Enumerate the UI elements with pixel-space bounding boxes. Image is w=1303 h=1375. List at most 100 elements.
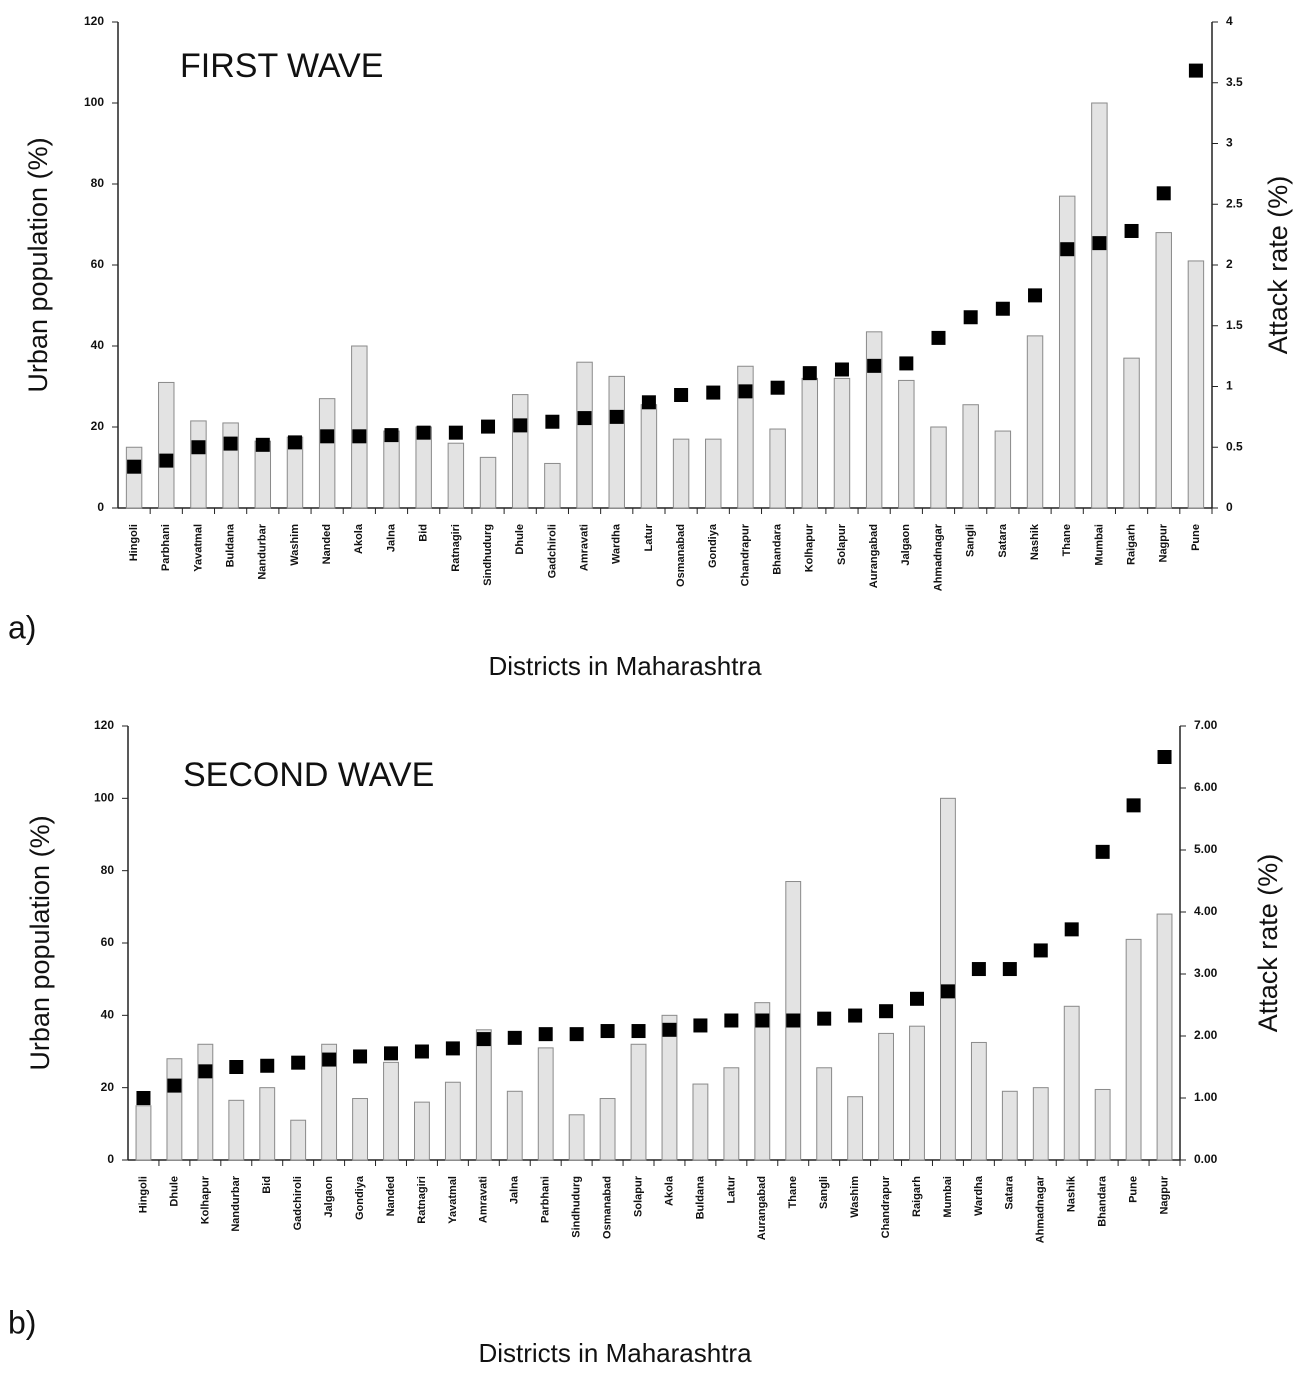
marker [755,1013,770,1028]
bar [672,438,690,509]
bar [705,438,722,509]
marker [198,1064,213,1079]
bar [754,1002,771,1161]
y-tick-label: 60 [101,935,115,949]
bar [506,1090,523,1161]
bar [479,456,497,509]
x-tick-label: Wardha [973,1175,985,1216]
x-tick-label: Gadchiroli [292,1176,304,1230]
marker [879,1004,894,1019]
y2-tick-label: 3.5 [1226,75,1243,89]
x-axis-label: Districts in Maharashtra [478,1338,752,1368]
x-tick-label: Pune [1127,1176,1139,1203]
marker [1124,223,1139,238]
bar [447,442,465,509]
marker [674,388,689,403]
bar [444,1081,461,1161]
y2-tick-label: 4 [1226,14,1233,28]
x-tick-label: Latur [725,1175,737,1203]
x-tick-label: Satara [1004,1175,1016,1210]
bar [930,426,947,509]
marker [445,1041,460,1056]
y-tick-label: 0 [107,1152,114,1166]
x-tick-label: Akola [353,523,365,554]
x-tick-label: Nagpur [1158,523,1170,562]
marker [738,384,753,399]
marker [320,429,335,444]
marker [322,1052,337,1067]
bar [865,331,883,509]
bar [1187,260,1205,509]
bar [222,422,239,509]
y2-tick-label: 0 [1226,500,1233,514]
bar [898,379,915,509]
x-tick-label: Sangli [818,1176,830,1209]
bar [816,1067,833,1161]
bar [970,1041,987,1161]
y-tick-label: 120 [84,14,104,28]
bar [847,1096,864,1161]
x-tick-label: Amravati [478,1176,490,1223]
bar [135,1105,152,1161]
bar [692,1083,709,1161]
bar [608,375,625,509]
marker [353,1049,368,1064]
bar [994,430,1012,509]
bar [352,1098,368,1161]
marker [631,1024,646,1039]
bar [537,1047,554,1161]
bar [878,1032,894,1161]
y-tick-label: 80 [91,176,105,190]
marker [693,1018,708,1033]
x-tick-label: Gadchiroli [546,524,558,578]
y2-tick-label: 0.00 [1194,1152,1218,1166]
marker [1064,922,1079,937]
bar [568,1114,585,1161]
marker [899,356,914,371]
marker [476,1032,491,1047]
bar [1155,232,1172,509]
y-tick-label: 100 [84,95,104,109]
bar [1032,1087,1049,1161]
marker [255,437,270,452]
panel-label: a) [8,609,36,645]
marker [1126,798,1141,813]
bar [769,428,786,509]
marker [538,1027,553,1042]
bar [475,1029,492,1161]
bar [940,797,956,1161]
marker [1095,844,1110,859]
x-tick-label: Mumbai [1093,524,1105,566]
x-tick-label: Chandrapur [739,523,751,586]
x-tick-label: Sangli [965,524,977,557]
bar [962,404,979,509]
x-tick-label: Satara [997,523,1009,558]
x-tick-label: Nagpur [1158,1175,1170,1214]
y-tick-label: 100 [94,791,114,805]
bar [909,1025,925,1161]
bar [511,394,529,509]
y2-tick-label: 0.5 [1226,439,1243,453]
marker [1188,63,1203,78]
bar [1094,1088,1111,1161]
x-tick-label: Parbhani [540,1176,552,1223]
x-tick-label: Bid [261,1176,273,1194]
panel-label: b) [8,1304,36,1340]
chart-title: SECOND WAVE [183,756,434,794]
marker [817,1011,832,1026]
x-axis-label: Districts in Maharashtra [488,651,762,681]
x-tick-label: Yavatmal [447,1176,459,1224]
y2-tick-label: 6.00 [1194,780,1218,794]
x-tick-label: Raigarh [1125,524,1137,565]
x-tick-label: Ahmadnagar [932,523,944,591]
y-tick-label: 20 [101,1080,115,1094]
x-tick-label: Yavatmal [192,524,204,572]
x-tick-label: Gondiya [707,523,719,568]
x-tick-label: Kolhapur [199,1175,211,1224]
x-tick-label: Nashik [1029,523,1041,560]
y-tick-label: 80 [101,863,115,877]
bar [190,420,207,509]
x-tick-label: Pune [1190,524,1202,551]
bar [318,398,336,509]
